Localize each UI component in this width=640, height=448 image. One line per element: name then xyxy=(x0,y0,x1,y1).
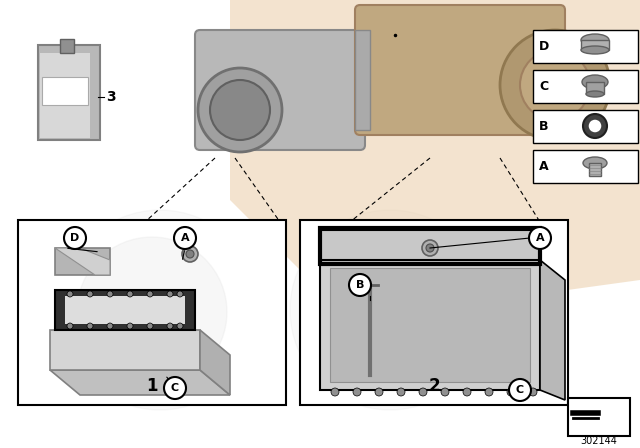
Circle shape xyxy=(426,244,434,252)
Circle shape xyxy=(210,80,270,140)
Circle shape xyxy=(520,50,590,120)
Circle shape xyxy=(529,227,551,249)
Circle shape xyxy=(509,379,531,401)
Bar xyxy=(589,163,601,176)
FancyBboxPatch shape xyxy=(18,220,286,405)
Bar xyxy=(42,77,88,105)
Circle shape xyxy=(67,323,73,329)
FancyBboxPatch shape xyxy=(355,5,565,135)
Circle shape xyxy=(349,274,371,296)
Circle shape xyxy=(107,291,113,297)
FancyBboxPatch shape xyxy=(533,110,638,143)
Circle shape xyxy=(290,210,490,410)
Circle shape xyxy=(500,30,610,140)
Polygon shape xyxy=(330,268,530,382)
Circle shape xyxy=(164,377,186,399)
Polygon shape xyxy=(230,0,640,320)
Circle shape xyxy=(107,323,113,329)
Circle shape xyxy=(507,388,515,396)
Polygon shape xyxy=(320,230,540,260)
Circle shape xyxy=(87,323,93,329)
Bar xyxy=(355,30,370,130)
Ellipse shape xyxy=(586,91,604,97)
Circle shape xyxy=(529,388,537,396)
Circle shape xyxy=(375,388,383,396)
Polygon shape xyxy=(540,260,565,400)
Polygon shape xyxy=(50,370,230,395)
Circle shape xyxy=(397,388,405,396)
FancyBboxPatch shape xyxy=(195,30,365,150)
Circle shape xyxy=(198,68,282,152)
Bar xyxy=(581,40,609,50)
Ellipse shape xyxy=(581,34,609,46)
Text: B: B xyxy=(356,280,364,290)
Text: A: A xyxy=(180,233,189,243)
Polygon shape xyxy=(50,330,200,370)
FancyBboxPatch shape xyxy=(38,45,100,140)
Circle shape xyxy=(463,388,471,396)
Circle shape xyxy=(186,250,194,258)
Text: 3: 3 xyxy=(106,90,116,104)
Circle shape xyxy=(147,323,153,329)
Circle shape xyxy=(60,210,260,410)
Circle shape xyxy=(167,291,173,297)
Text: C: C xyxy=(539,79,548,92)
Ellipse shape xyxy=(583,157,607,169)
Circle shape xyxy=(182,246,198,262)
Text: 302144: 302144 xyxy=(580,436,618,446)
Polygon shape xyxy=(55,248,110,275)
Polygon shape xyxy=(320,260,540,390)
Circle shape xyxy=(167,323,173,329)
FancyBboxPatch shape xyxy=(533,70,638,103)
Text: C: C xyxy=(516,385,524,395)
Circle shape xyxy=(127,291,133,297)
Circle shape xyxy=(419,388,427,396)
FancyBboxPatch shape xyxy=(533,30,638,63)
Circle shape xyxy=(64,227,86,249)
Text: A: A xyxy=(536,233,544,243)
Circle shape xyxy=(174,227,196,249)
Circle shape xyxy=(67,291,73,297)
Bar xyxy=(586,82,604,94)
Polygon shape xyxy=(55,290,195,330)
Circle shape xyxy=(583,114,607,138)
Polygon shape xyxy=(55,248,110,275)
Text: 1: 1 xyxy=(147,377,157,395)
FancyBboxPatch shape xyxy=(568,398,630,436)
Bar xyxy=(40,53,90,138)
Text: B: B xyxy=(539,120,548,133)
Bar xyxy=(60,39,74,53)
Text: D: D xyxy=(70,233,79,243)
Circle shape xyxy=(127,323,133,329)
Circle shape xyxy=(177,323,183,329)
Circle shape xyxy=(331,388,339,396)
Ellipse shape xyxy=(581,46,609,54)
Circle shape xyxy=(147,291,153,297)
Text: C: C xyxy=(171,383,179,393)
Polygon shape xyxy=(200,330,230,395)
Text: D: D xyxy=(539,39,549,52)
Circle shape xyxy=(87,291,93,297)
Circle shape xyxy=(422,240,438,256)
Text: 2: 2 xyxy=(428,377,440,395)
Ellipse shape xyxy=(582,75,608,89)
Circle shape xyxy=(353,388,361,396)
Circle shape xyxy=(441,388,449,396)
FancyBboxPatch shape xyxy=(300,220,568,405)
Circle shape xyxy=(485,388,493,396)
Polygon shape xyxy=(65,296,185,324)
Text: A: A xyxy=(539,159,548,172)
Circle shape xyxy=(588,119,602,133)
FancyBboxPatch shape xyxy=(533,150,638,183)
Circle shape xyxy=(77,237,227,387)
Circle shape xyxy=(177,291,183,297)
